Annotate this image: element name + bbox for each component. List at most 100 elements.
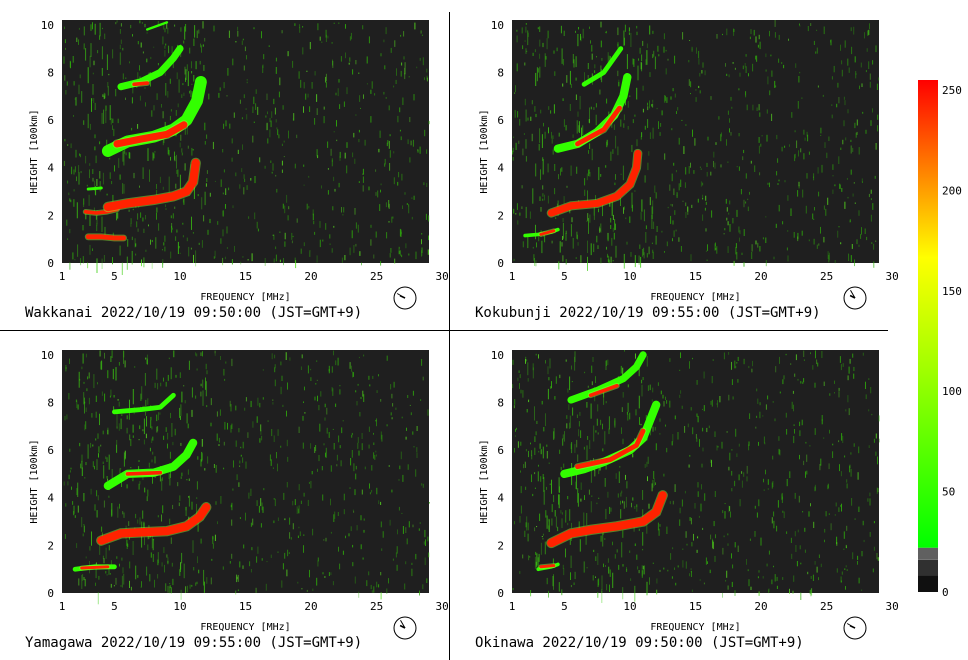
echo-trace-5 xyxy=(581,46,624,87)
panel-caption: Wakkanai 2022/10/19 09:50:00 (JST=GMT+9) xyxy=(25,305,362,321)
y-tick-label: 0 xyxy=(47,587,54,600)
x-tick-label: 1 xyxy=(509,600,516,613)
x-tick-label: 10 xyxy=(623,600,636,613)
y-tick-label: 4 xyxy=(47,492,54,505)
horizontal-divider xyxy=(0,330,888,331)
x-tick-label: 30 xyxy=(885,600,898,613)
echo-trace-4 xyxy=(125,470,163,476)
echo-trace-6 xyxy=(588,383,619,398)
x-tick-label: 15 xyxy=(239,270,252,283)
y-axis-label: HEIGHT [100km] xyxy=(29,439,40,523)
y-tick-label: 10 xyxy=(41,349,54,362)
colorbar-tick-label: 250 xyxy=(942,84,962,97)
x-tick-label: 5 xyxy=(111,600,118,613)
y-tick-label: 8 xyxy=(497,66,504,79)
y-tick-label: 2 xyxy=(497,209,504,222)
x-tick-label: 20 xyxy=(304,270,317,283)
x-tick-label: 1 xyxy=(59,600,66,613)
y-tick-label: 4 xyxy=(47,162,54,175)
x-tick-label: 1 xyxy=(59,270,66,283)
echo-trace-1 xyxy=(539,229,556,236)
echo-traces xyxy=(523,46,643,238)
echo-trace-5 xyxy=(113,121,188,148)
echo-trace-1 xyxy=(83,207,119,215)
panel-caption: Okinawa 2022/10/19 09:50:00 (JST=GMT+9) xyxy=(475,635,804,651)
echo-trace-3 xyxy=(86,186,103,191)
y-tick-label: 6 xyxy=(497,114,504,127)
echo-trace-1 xyxy=(80,565,110,570)
echo-trace-2 xyxy=(97,503,211,545)
x-tick-label: 20 xyxy=(754,270,767,283)
y-tick-label: 0 xyxy=(47,257,54,270)
x-tick-label: 15 xyxy=(689,270,702,283)
noise-layer xyxy=(512,20,880,271)
y-tick-label: 8 xyxy=(47,396,54,409)
x-tick-label: 5 xyxy=(561,600,568,613)
x-tick-label: 10 xyxy=(623,270,636,283)
colorbar: 250 200 150 100 50 0 xyxy=(918,80,962,599)
colorbar-tick-label: 100 xyxy=(942,385,962,398)
x-tick-label: 10 xyxy=(173,600,186,613)
colorbar-tick-label: 0 xyxy=(942,586,949,599)
colorbar-tick-label: 50 xyxy=(942,486,955,499)
x-tick-label: 30 xyxy=(435,270,448,283)
x-tick-label: 1 xyxy=(509,270,516,283)
x-tick-label: 5 xyxy=(111,270,118,283)
y-axis-label: HEIGHT [100km] xyxy=(479,109,490,193)
plot-background xyxy=(62,350,429,593)
colorbar-low-band-0 xyxy=(918,547,938,560)
y-axis-label: HEIGHT [100km] xyxy=(29,109,40,193)
colorbar-low-band-2 xyxy=(918,575,938,592)
plot-background xyxy=(512,20,879,263)
echo-trace-8 xyxy=(146,21,169,31)
x-tick-label: 25 xyxy=(820,600,833,613)
x-tick-label: 5 xyxy=(561,270,568,283)
x-tick-label: 25 xyxy=(820,270,833,283)
echo-trace-2 xyxy=(547,491,667,548)
x-axis-label: FREQUENCY [MHz] xyxy=(650,292,740,303)
echo-traces xyxy=(72,392,212,572)
x-tick-label: 15 xyxy=(239,600,252,613)
y-tick-label: 0 xyxy=(497,587,504,600)
colorbar-tick-label: 200 xyxy=(942,184,962,197)
clock-icon xyxy=(843,616,867,640)
vertical-divider xyxy=(449,12,450,660)
echo-trace-2 xyxy=(103,158,200,212)
x-tick-label: 25 xyxy=(370,270,383,283)
echo-trace-3 xyxy=(103,438,198,490)
y-tick-label: 2 xyxy=(47,539,54,552)
panel-caption: Yamagawa 2022/10/19 09:55:00 (JST=GMT+9) xyxy=(25,635,362,651)
x-tick-label: 10 xyxy=(173,270,186,283)
echo-trace-5 xyxy=(567,351,647,404)
panel-caption: Kokubunji 2022/10/19 09:55:00 (JST=GMT+9… xyxy=(475,305,821,321)
y-tick-label: 4 xyxy=(497,162,504,175)
echo-trace-4 xyxy=(575,105,622,147)
clock-icon xyxy=(393,286,417,310)
x-axis-label: FREQUENCY [MHz] xyxy=(200,292,290,303)
colorbar-gradient xyxy=(918,80,938,548)
x-tick-label: 20 xyxy=(754,600,767,613)
y-tick-label: 10 xyxy=(491,349,504,362)
echo-traces xyxy=(82,21,207,242)
x-tick-label: 30 xyxy=(885,270,898,283)
colorbar-tick-label: 150 xyxy=(942,285,962,298)
y-tick-label: 8 xyxy=(497,396,504,409)
y-tick-label: 2 xyxy=(47,209,54,222)
clock-icon xyxy=(843,286,867,310)
y-tick-label: 10 xyxy=(491,19,504,32)
clock-icon xyxy=(393,616,417,640)
y-tick-label: 4 xyxy=(497,492,504,505)
y-tick-label: 6 xyxy=(497,444,504,457)
x-tick-label: 30 xyxy=(435,600,448,613)
x-tick-label: 20 xyxy=(304,600,317,613)
colorbar-low-band-1 xyxy=(918,559,938,576)
echo-trace-7 xyxy=(132,81,149,87)
y-tick-label: 10 xyxy=(41,19,54,32)
x-axis-label: FREQUENCY [MHz] xyxy=(200,622,290,633)
y-tick-label: 6 xyxy=(47,114,54,127)
